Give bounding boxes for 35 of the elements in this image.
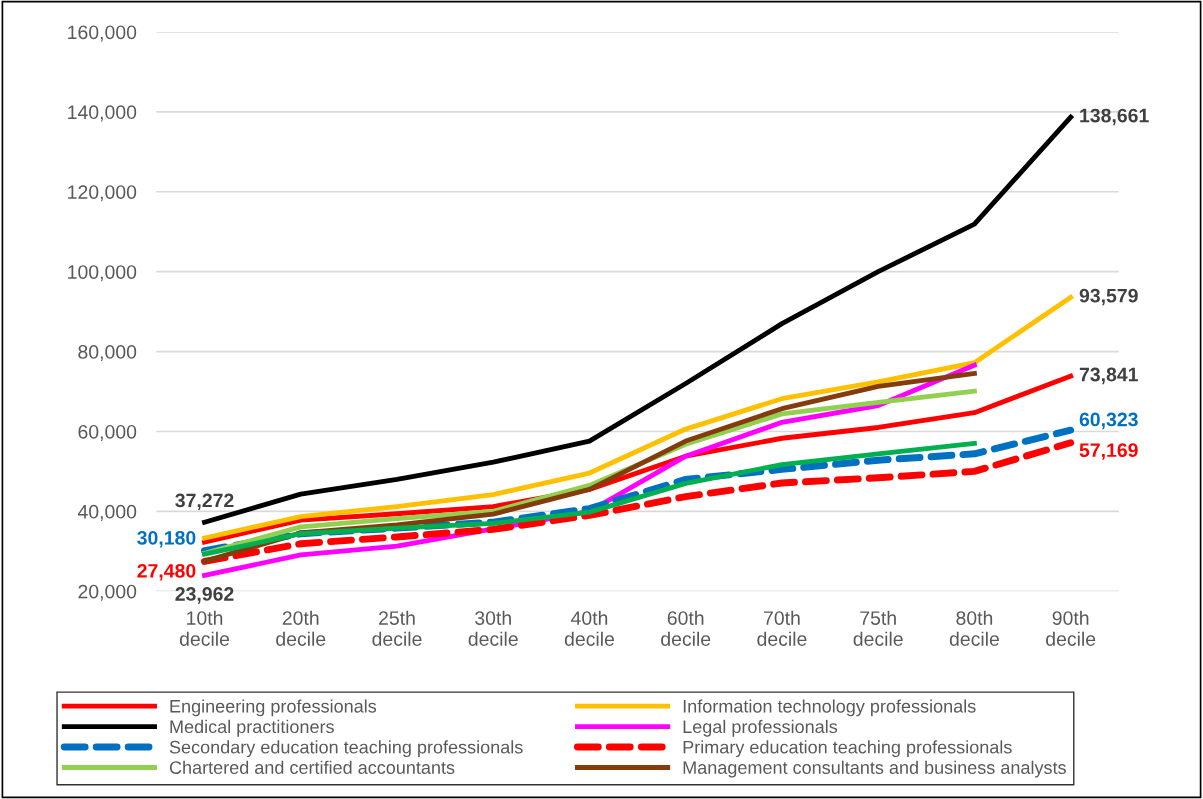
y-tick-label: 60,000 xyxy=(78,424,137,441)
x-tick-label: 25th decile xyxy=(372,610,422,646)
x-tick-label: 80th decile xyxy=(949,610,999,646)
y-tick-label: 120,000 xyxy=(68,185,137,202)
x-tick-label: 10th decile xyxy=(179,610,230,646)
y-tick-label: 20,000 xyxy=(78,584,137,601)
x-tick-label: 90th decile xyxy=(1046,610,1096,646)
data-label: 30,180 xyxy=(137,530,196,548)
legend-label: Medical practitioners xyxy=(170,719,334,737)
x-tick-label: 30th decile xyxy=(468,610,518,646)
data-label: 60,323 xyxy=(1079,412,1138,430)
x-tick-label: 40th decile xyxy=(564,610,615,646)
data-label: 27,480 xyxy=(137,563,196,581)
x-tick-label: 75th decile xyxy=(853,610,903,646)
x-tick-label: 70th decile xyxy=(757,610,807,646)
data-label: 73,841 xyxy=(1079,367,1138,385)
x-tick-label: 20th decile xyxy=(276,610,326,646)
y-tick-label: 40,000 xyxy=(77,504,137,521)
y-tick-label: 80,000 xyxy=(78,345,137,362)
data-label: 57,169 xyxy=(1079,443,1138,460)
legend-label: Primary education teaching professionals xyxy=(683,740,1012,758)
legend-label: Secondary education teaching professionals xyxy=(169,740,523,758)
legend-label: Legal professionals xyxy=(683,719,838,737)
y-tick-label: 140,000 xyxy=(68,105,137,122)
legend-label: Chartered and certified accountants xyxy=(169,760,455,774)
data-label: 23,962 xyxy=(175,587,234,604)
data-label: 93,579 xyxy=(1079,288,1138,306)
legend-label: Information technology professionals xyxy=(683,699,976,717)
legend-label: Engineering professionals xyxy=(170,699,377,717)
y-tick-label: 160,000 xyxy=(68,25,137,42)
data-label: 138,661 xyxy=(1080,108,1149,126)
data-label: 37,272 xyxy=(175,493,234,511)
x-tick-label: 60th decile xyxy=(661,610,711,646)
legend-label: Management consultants and business analysts xyxy=(683,760,1066,778)
y-tick-label: 100,000 xyxy=(68,265,137,282)
